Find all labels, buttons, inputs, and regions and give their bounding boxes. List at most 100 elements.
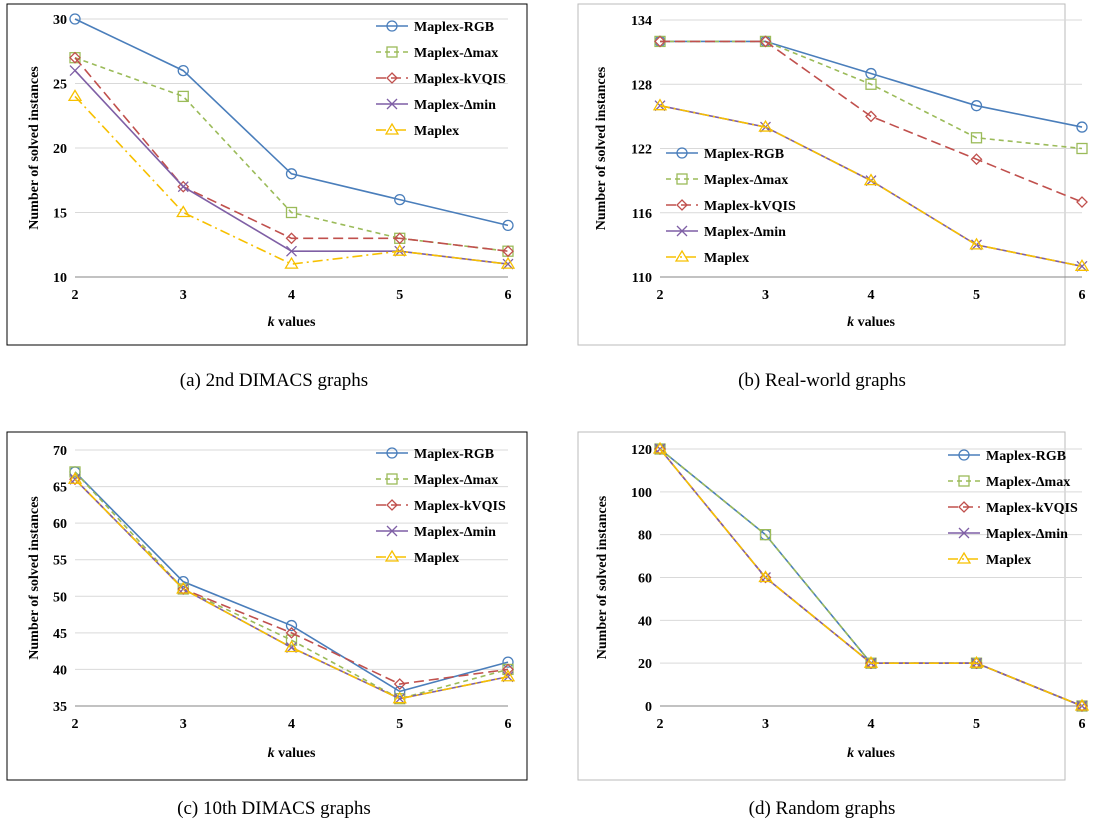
y-tick-label: 70 xyxy=(53,444,67,459)
series-0 xyxy=(69,13,514,232)
y-axis-label: Number of solved instances xyxy=(595,495,610,659)
data-point xyxy=(865,67,877,80)
series-line xyxy=(660,40,1083,203)
x-tick-label: 4 xyxy=(288,717,295,732)
data-point xyxy=(970,100,983,112)
caption-real-world: (b) Real-world graphs xyxy=(738,370,906,391)
x-tick-label: 6 xyxy=(505,288,512,303)
legend-marker xyxy=(676,147,688,159)
legend-label: Maplex-Δmin xyxy=(414,525,496,540)
data-point xyxy=(863,655,879,668)
legend: Maplex-RGB Maplex-Δmax Maplex-kVQIS Maplex-… xyxy=(666,147,796,266)
chart-frame xyxy=(577,3,1066,346)
series-line xyxy=(74,471,509,693)
series-2 xyxy=(654,35,1088,208)
y-tick-label: 110 xyxy=(632,271,652,286)
legend-label: Maplex-Δmax xyxy=(986,475,1070,490)
legend-marker xyxy=(386,447,398,459)
data-point xyxy=(502,656,514,668)
caption-10th-dimacs: (c) 10th DIMACS graphs xyxy=(177,798,371,819)
data-point xyxy=(863,173,879,186)
legend: Maplex-RGB Maplex-Δmax Maplex-kVQIS Maplex-… xyxy=(948,449,1078,568)
y-tick-label: 35 xyxy=(53,700,67,715)
data-point xyxy=(502,663,514,676)
legend: Maplex-RGB Maplex-Δmax Maplex-kVQIS Maplex-… xyxy=(376,20,506,139)
legend-label: Maplex xyxy=(704,251,749,266)
legend-label: Maplex-RGB xyxy=(986,449,1066,464)
y-tick-label: 120 xyxy=(631,443,652,458)
data-point xyxy=(392,691,407,704)
x-tick-label: 6 xyxy=(505,717,512,732)
series-line xyxy=(74,478,509,685)
y-tick-label: 40 xyxy=(638,614,652,629)
data-point xyxy=(502,258,514,270)
y-tick-label: 65 xyxy=(53,481,67,496)
x-axis-label: k values xyxy=(268,746,316,761)
legend-label: Maplex-kVQIS xyxy=(414,499,506,514)
x-tick-label: 6 xyxy=(1079,717,1086,732)
data-point xyxy=(970,153,983,166)
data-point xyxy=(177,180,190,193)
data-point xyxy=(865,78,877,90)
legend-label: Maplex-Δmax xyxy=(414,473,498,488)
y-tick-label: 20 xyxy=(53,142,67,157)
y-tick-label: 100 xyxy=(631,486,652,501)
data-point xyxy=(394,685,406,698)
data-point xyxy=(177,181,189,193)
y-axis-label: Number of solved instances xyxy=(27,66,42,230)
x-tick-label: 5 xyxy=(973,288,980,303)
x-tick-label: 2 xyxy=(657,288,664,303)
data-point xyxy=(285,168,298,180)
data-point xyxy=(285,626,298,639)
legend-label: Maplex-kVQIS xyxy=(414,72,506,87)
y-tick-label: 60 xyxy=(53,517,67,532)
chart-random: 0 20 40 60 80 100 120 2 3 4 5 6 k values Number of so… xyxy=(577,431,1090,781)
data-point xyxy=(394,693,406,705)
caption-random: (d) Random graphs xyxy=(748,798,896,819)
chart-panel-random: 0 20 40 60 80 100 120 2 3 4 5 6 k values Number of so… xyxy=(548,415,1096,830)
data-point xyxy=(969,655,984,668)
data-point xyxy=(654,35,666,48)
legend-marker xyxy=(676,225,688,237)
legend-marker xyxy=(958,501,970,513)
legend-label: Maplex-kVQIS xyxy=(704,199,796,214)
data-point xyxy=(177,90,189,103)
legend-label: Maplex xyxy=(986,553,1031,568)
legend-marker xyxy=(676,199,688,211)
legend-label: Maplex-Δmin xyxy=(704,225,786,240)
y-tick-label: 116 xyxy=(632,207,652,222)
chart-panel-2nd-dimacs: 10 15 20 25 30 2 3 4 5 6 k values Number of solved … xyxy=(0,0,548,415)
y-tick-label: 20 xyxy=(638,657,652,672)
x-axis-label: k values xyxy=(847,746,895,761)
series-line xyxy=(74,95,509,265)
data-point xyxy=(285,619,298,632)
x-tick-label: 3 xyxy=(762,717,769,732)
data-point xyxy=(759,35,772,48)
data-point xyxy=(500,669,516,682)
legend-marker xyxy=(386,72,398,84)
legend-marker xyxy=(384,549,400,562)
y-tick-label: 134 xyxy=(631,14,652,29)
y-tick-label: 50 xyxy=(53,590,67,605)
y-axis-label: Number of solved instances xyxy=(594,66,609,230)
data-point xyxy=(1076,196,1088,208)
data-point xyxy=(759,529,772,541)
data-point xyxy=(176,581,191,594)
y-axis-label: Number of solved instances xyxy=(27,496,42,660)
x-tick-label: 6 xyxy=(1079,288,1086,303)
data-point xyxy=(393,232,406,245)
legend-label: Maplex-Δmin xyxy=(414,98,496,113)
legend-label: Maplex xyxy=(414,124,459,139)
series-line xyxy=(660,40,1083,128)
x-tick-label: 3 xyxy=(762,288,769,303)
series-line xyxy=(74,56,509,252)
data-point xyxy=(67,471,83,484)
y-tick-label: 25 xyxy=(53,78,67,93)
y-tick-label: 45 xyxy=(53,627,67,642)
legend-label: Maplex-RGB xyxy=(414,447,494,462)
chart-panel-10th-dimacs: 35 40 45 50 55 60 65 70 2 3 4 5 6 k values Number of s… xyxy=(0,415,548,830)
legend-label: Maplex xyxy=(414,551,459,566)
legend: Maplex-RGB Maplex-Δmax Maplex-kVQIS Maplex-… xyxy=(376,447,506,566)
data-point xyxy=(970,132,983,144)
